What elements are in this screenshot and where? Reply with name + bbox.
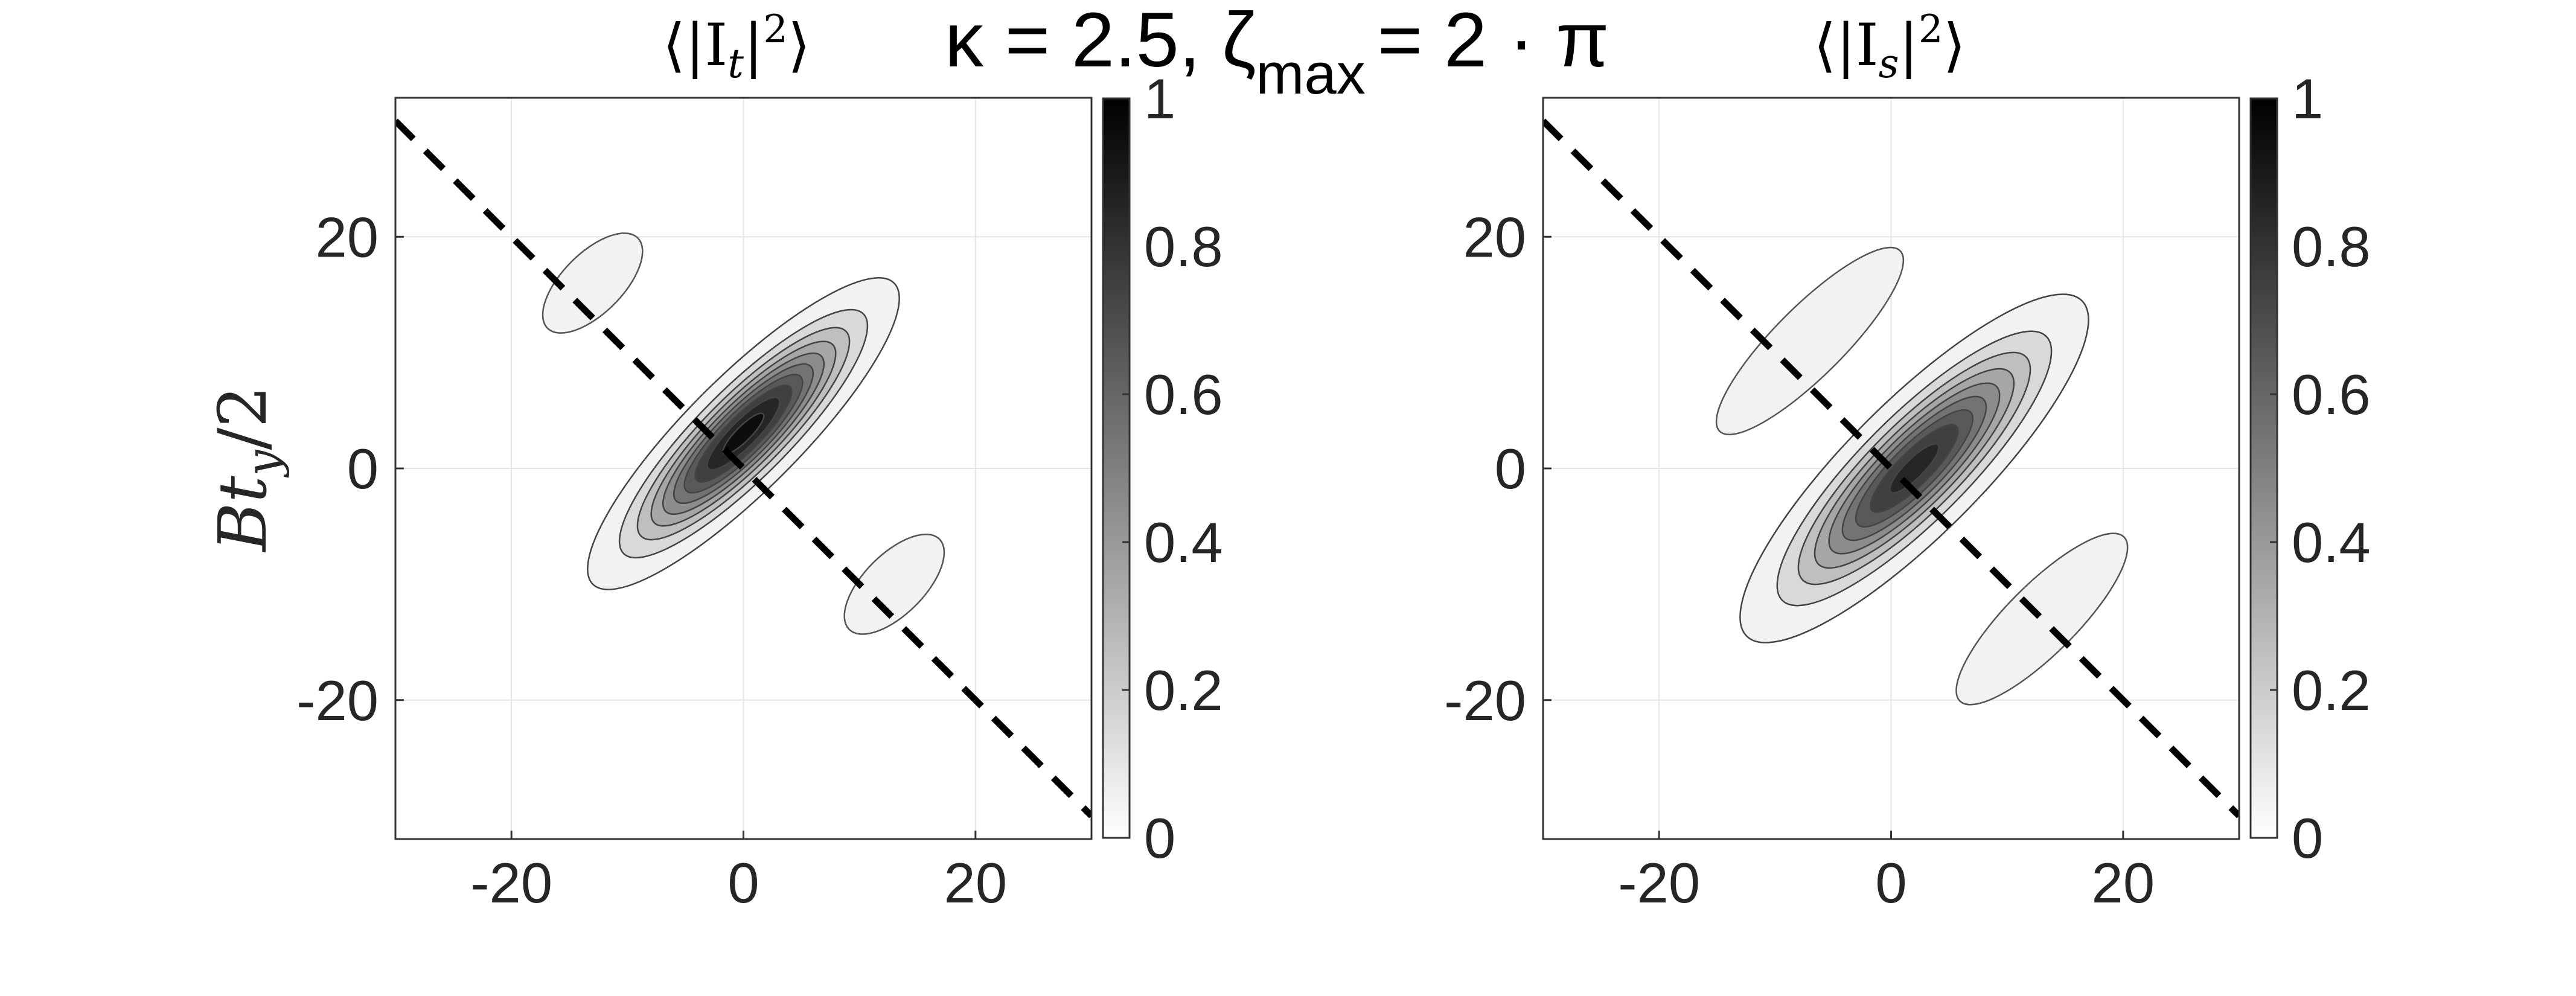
colorbar-tick-label: 0.8 [1144,215,1223,278]
colorbar-tick-label: 0.4 [2292,511,2371,574]
suptitle-max-subscript: max [1256,42,1365,106]
colorbar-tick-label: 0.2 [1144,659,1223,722]
colorbar-tick-label: 0.6 [2292,363,2371,426]
x-tick-label: 20 [944,851,1008,915]
colorbar-tick-label: 1 [1144,67,1175,130]
x-tick-label: 0 [1875,851,1906,915]
colorbar-tick-label: 0 [2292,806,2323,870]
suptitle-rest: = 2 · π [1378,0,1609,83]
right-colorbar-ticks: 0 0.2 0.4 0.6 0.8 1 [2270,67,2371,870]
right-reference-line [1543,118,2239,819]
y-tick-label: 20 [315,205,379,269]
side-lobe-contour [843,533,945,635]
y-tick-label: 20 [1463,205,1526,269]
right-panel: -20 0 20 -20 0 20 ⟨|Is|2⟩ 0 0.2 0.4 0.6 0.8 1 [1444,7,2371,915]
left-panel: -20 0 20 -20 0 20 ⟨|It|2⟩ Bty/2 0 0.2 0.4 0.6 0.8… [204,7,1223,915]
right-ticks: -20 0 20 -20 0 20 [1444,205,2155,915]
side-lobe-contour [542,232,644,334]
left-contours [542,232,945,635]
right-colorbar-gradient [2249,97,2278,839]
left-reference-line [395,118,1091,819]
x-tick-label: -20 [470,851,552,915]
left-colorbar: 0 0.2 0.4 0.6 0.8 1 [1102,67,1223,870]
y-tick-label: -20 [296,669,379,732]
x-tick-label: 20 [2092,851,2155,915]
x-tick-label: 0 [727,851,759,915]
colorbar-tick-label: 0 [1144,806,1175,870]
side-lobe-contour [1715,246,1905,436]
right-panel-title: ⟨|Is|2⟩ [1814,7,1966,87]
colorbar-tick-label: 0.8 [2292,215,2371,278]
right-colorbar: 0 0.2 0.4 0.6 0.8 1 [2249,67,2371,870]
colorbar-tick-label: 0.2 [2292,659,2371,722]
left-colorbar-gradient [1102,97,1131,839]
figure-suptitle: κ = 2.5, ζmax = 2 · π [945,0,1609,106]
left-ticks: -20 0 20 -20 0 20 [296,205,1007,915]
left-colorbar-ticks: 0 0.2 0.4 0.6 0.8 1 [1122,67,1223,870]
left-y-axis-label: Bty/2 [204,385,290,552]
colorbar-tick-label: 1 [2292,67,2323,130]
x-tick-label: -20 [1618,851,1700,915]
left-panel-title: ⟨|It|2⟩ [663,7,811,87]
y-tick-label: 0 [347,437,379,500]
right-contours [1715,246,2129,706]
y-tick-label: -20 [1444,669,1526,732]
y-tick-label: 0 [1495,437,1526,500]
suptitle-kappa: κ = 2.5, ζ [945,0,1256,83]
colorbar-tick-label: 0.6 [1144,363,1223,426]
colorbar-tick-label: 0.4 [1144,511,1223,574]
